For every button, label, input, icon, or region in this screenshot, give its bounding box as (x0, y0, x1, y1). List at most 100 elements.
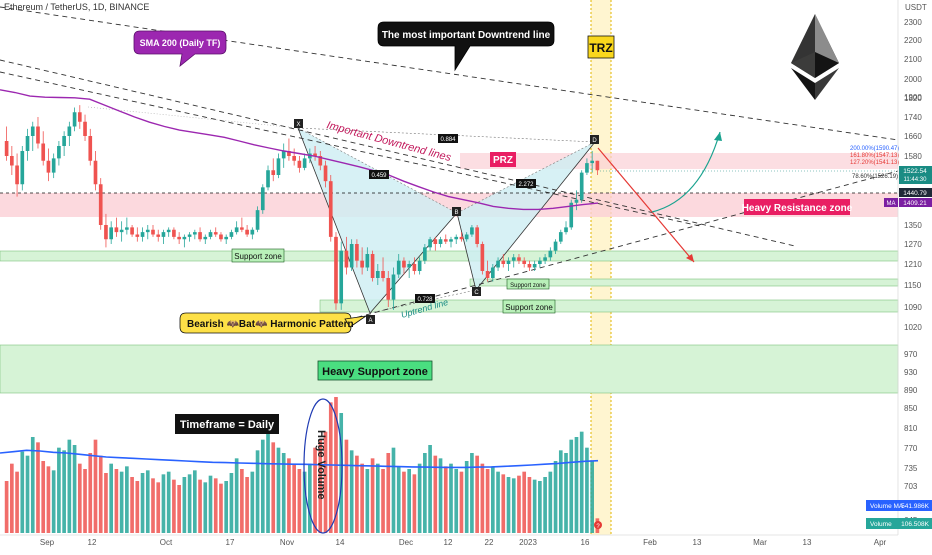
volume-bar (339, 413, 344, 533)
candle-body (4, 141, 9, 156)
volume-bar (511, 478, 516, 533)
x-tick-label: 12 (444, 538, 453, 547)
point-a-label: A (368, 318, 372, 324)
volume-bar (192, 470, 197, 533)
trz-zone (591, 0, 611, 535)
candle-body (182, 236, 187, 240)
price-badge-text: 1522.54 (903, 168, 927, 175)
candle-body (386, 278, 391, 300)
candle-body (20, 151, 25, 185)
y-tick-label: 2300 (904, 18, 922, 27)
y-tick-label: 1740 (904, 113, 922, 122)
point-d-label: D (592, 138, 597, 144)
candle-body (229, 232, 234, 237)
y-tick-label: 850 (904, 404, 918, 413)
chart-settings-icon[interactable]: ? (594, 521, 602, 530)
point-x-label: X (296, 122, 300, 128)
candle-body (443, 239, 448, 242)
volume-bar (391, 447, 396, 533)
candle-body (375, 271, 380, 278)
volume-bar (10, 463, 14, 533)
volume-bar (496, 471, 500, 533)
price-badge-text: 1409.21 (903, 200, 927, 207)
x-tick-label: 22 (485, 538, 494, 547)
volume-bar (459, 471, 464, 533)
volume-bar (590, 461, 594, 533)
volume-bar (224, 481, 229, 533)
volume-bar (30, 437, 35, 533)
volume-bar (281, 453, 286, 533)
volume-bar (412, 474, 417, 533)
volume-bar (4, 481, 9, 533)
volume-bar (344, 439, 349, 533)
candle-body (511, 257, 516, 261)
volume-bar (396, 466, 401, 533)
candle-body (323, 165, 328, 182)
candle-body (130, 227, 134, 235)
volume-bar (151, 478, 155, 533)
candle-body (428, 239, 432, 248)
volume-bar (558, 450, 563, 533)
x-tick-label: 13 (693, 538, 702, 547)
timeframe-text: Timeframe = Daily (180, 419, 275, 431)
candle-body (313, 153, 317, 156)
volume-bar (402, 471, 406, 533)
bullish-projection (651, 131, 721, 213)
candle-body (449, 239, 453, 242)
volume-bar (522, 471, 527, 533)
trz-label-text: TRZ (589, 41, 612, 55)
volume-bar (365, 469, 370, 533)
candle-body (98, 184, 103, 225)
y-tick-label: 1150 (904, 281, 922, 290)
bat-icon-right: 🦇 (255, 319, 268, 330)
volume-bar (308, 463, 312, 533)
candle-body (41, 143, 46, 161)
timeframe-label: Timeframe = Daily (175, 414, 279, 434)
downtrend-callout-text: The most important Downtrend line (382, 30, 551, 41)
candle-body (88, 136, 93, 161)
candle-body (240, 227, 244, 230)
candle-body (548, 250, 553, 258)
point-b: B (452, 207, 461, 216)
volume-bar (88, 453, 93, 533)
volume-bar (302, 471, 307, 533)
x-tick-label: 13 (803, 538, 812, 547)
volume-layer (4, 397, 600, 533)
candle-body (10, 156, 14, 166)
volume-bar (198, 479, 202, 533)
volume-bar (585, 447, 589, 533)
candle-body (475, 227, 479, 244)
volume-bar (229, 473, 234, 533)
candle-body (208, 232, 213, 237)
volume-bar (46, 466, 51, 533)
x-tick-label: 14 (336, 538, 345, 547)
candle-body (517, 257, 521, 261)
ratio-0459: 0.459 (369, 170, 389, 179)
volume-bar (475, 455, 479, 533)
heavy-resistance-text: Heavy Resistance zone (742, 203, 853, 214)
point-c-label: C (474, 290, 479, 296)
candle-body (51, 158, 56, 173)
volume-bar (119, 471, 124, 533)
y-tick-label: 735 (904, 464, 918, 473)
y-tick-label: 703 (904, 482, 918, 491)
candle-body (423, 247, 427, 261)
uptrend-line (339, 170, 899, 323)
volume-bar (240, 469, 244, 533)
volume-bar (208, 475, 213, 533)
volume-bar (470, 453, 474, 533)
volume-badge (866, 518, 932, 529)
candle-body (135, 234, 140, 237)
y-tick-label: 1900 (904, 93, 922, 102)
volume-bar (318, 439, 323, 533)
candle-body (25, 136, 30, 151)
support-zone-label-3-text: Support zone (505, 303, 553, 312)
prz-label: PRZ (490, 152, 516, 167)
x-tick-label: 2023 (519, 538, 537, 547)
volume-bar (41, 461, 46, 533)
volume-bar (501, 474, 506, 533)
y-axis-ticks: 2300220021002000190018201740166015801500… (904, 18, 922, 525)
dotted-topline (87, 106, 299, 129)
candle-body (396, 260, 401, 275)
bearish-arrowhead (686, 254, 694, 262)
